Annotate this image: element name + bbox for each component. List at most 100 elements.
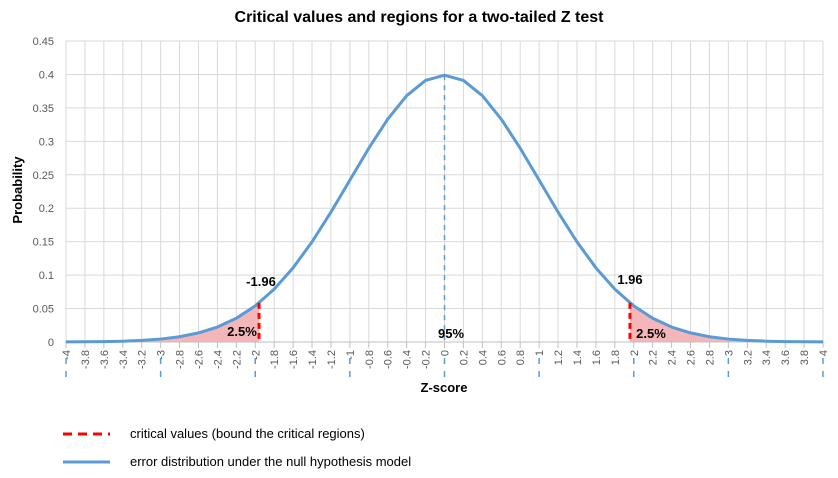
critical-regions bbox=[66, 302, 823, 342]
x-tick-label: -1 bbox=[345, 350, 357, 360]
y-tick-label: 0.45 bbox=[33, 36, 54, 48]
chart-title: Critical values and regions for a two-ta… bbox=[235, 9, 605, 26]
x-tick-label: -1.4 bbox=[307, 350, 319, 369]
y-tick-label: 0.2 bbox=[39, 203, 54, 215]
x-tick-label: 3.6 bbox=[780, 350, 792, 365]
x-tick-label: 0.8 bbox=[515, 350, 527, 365]
x-tick-label: 3.2 bbox=[742, 350, 754, 365]
distribution-curve bbox=[65, 73, 824, 344]
right-critical-label: 1.96 bbox=[617, 272, 642, 287]
x-tick-label: 0.4 bbox=[477, 350, 489, 365]
distribution-point bbox=[765, 340, 767, 342]
y-tick-label: 0 bbox=[48, 337, 54, 349]
distribution-point bbox=[122, 340, 124, 342]
x-tick-label: -2 bbox=[250, 350, 262, 360]
distribution-point bbox=[197, 332, 200, 334]
distribution-point bbox=[671, 326, 673, 328]
distribution-point bbox=[784, 340, 786, 343]
distribution-point bbox=[708, 336, 711, 338]
y-tick-label: 0.3 bbox=[39, 136, 54, 148]
x-tick-label: -2.6 bbox=[193, 350, 205, 369]
x-tick-label: 0.2 bbox=[458, 350, 470, 365]
distribution-point bbox=[235, 317, 237, 319]
x-tick-label: -0.6 bbox=[383, 350, 395, 369]
x-tick-label: -0.2 bbox=[421, 350, 433, 369]
right-region-label: 2.5% bbox=[636, 326, 666, 341]
distribution-point bbox=[443, 74, 446, 76]
distribution-point bbox=[519, 147, 521, 149]
x-tick-label: 3.8 bbox=[799, 350, 811, 365]
x-tick-label: -2.2 bbox=[231, 350, 243, 369]
x-tick-label: 3 bbox=[723, 350, 735, 356]
distribution-point bbox=[595, 267, 597, 269]
x-tick-label: -3.6 bbox=[99, 350, 111, 369]
x-tick-label: 1.4 bbox=[572, 350, 584, 365]
x-tick-label: 2.2 bbox=[648, 350, 660, 365]
x-tick-label: -3.4 bbox=[118, 350, 130, 369]
distribution-point bbox=[557, 211, 559, 213]
distribution-point bbox=[538, 179, 540, 181]
left-critical-region bbox=[66, 302, 260, 342]
x-tick-label: -3 bbox=[156, 350, 168, 360]
x-tick-label: 4 bbox=[818, 350, 830, 356]
gridlines bbox=[65, 40, 824, 343]
distribution-point bbox=[481, 95, 483, 97]
x-tick-label: 0 bbox=[440, 350, 452, 356]
x-tick-label: 2 bbox=[629, 350, 641, 356]
y-axis-title: Probability bbox=[10, 156, 25, 224]
distribution-point bbox=[292, 267, 294, 269]
x-tick-label: -1.6 bbox=[288, 350, 300, 369]
left-region-label: 2.5% bbox=[227, 324, 257, 339]
x-tick-label: 1.2 bbox=[553, 350, 565, 365]
left-critical-label: -1.96 bbox=[246, 274, 276, 289]
x-tick-label: 3.4 bbox=[761, 350, 773, 365]
y-tick-label: 0.1 bbox=[39, 270, 54, 282]
x-tick-label: 1.8 bbox=[610, 350, 622, 365]
distribution-point bbox=[84, 341, 86, 343]
y-tick-label: 0.15 bbox=[33, 237, 54, 249]
distribution-point bbox=[273, 288, 275, 290]
distribution-point bbox=[633, 305, 635, 307]
y-tick-label: 0.25 bbox=[33, 170, 54, 182]
x-tick-label: -3.8 bbox=[80, 350, 92, 369]
legend: critical values (bound the critical regi… bbox=[63, 426, 411, 469]
x-tick-label: 1.6 bbox=[591, 350, 603, 365]
distribution-point bbox=[500, 118, 502, 120]
distribution-point bbox=[689, 332, 692, 334]
distribution-point bbox=[727, 338, 729, 340]
distribution-point bbox=[614, 288, 616, 290]
x-tick-label: -4 bbox=[61, 350, 73, 360]
distribution-point bbox=[576, 241, 578, 243]
x-tick-label: -2.4 bbox=[212, 350, 224, 369]
legend-critical-label: critical values (bound the critical regi… bbox=[130, 426, 365, 441]
distribution-point bbox=[462, 79, 465, 82]
x-axis-title: Z-score bbox=[421, 380, 468, 395]
x-tick-label: -0.4 bbox=[402, 350, 414, 369]
dashed-markers bbox=[65, 75, 824, 383]
distribution-point bbox=[330, 211, 332, 213]
x-tick-label: 2.4 bbox=[667, 350, 679, 365]
distribution-point bbox=[803, 341, 805, 343]
x-tick-label: 0.6 bbox=[496, 350, 508, 365]
distribution-point bbox=[311, 241, 313, 243]
critical-value-lines bbox=[257, 302, 632, 342]
x-tick-label: 2.8 bbox=[704, 350, 716, 365]
distribution-point bbox=[746, 339, 748, 341]
distribution-point bbox=[387, 118, 389, 120]
y-tick-label: 0.4 bbox=[39, 69, 54, 81]
y-tick-label: 0.05 bbox=[33, 304, 54, 316]
distribution-point bbox=[349, 179, 351, 181]
distribution-point bbox=[406, 95, 408, 97]
x-tick-label: -2.8 bbox=[175, 350, 187, 369]
distribution-point bbox=[216, 326, 218, 328]
x-tick-label: -1.8 bbox=[269, 350, 281, 369]
x-tick-label: 1 bbox=[534, 350, 546, 356]
center-region-label: 95% bbox=[438, 326, 464, 341]
distribution-point bbox=[160, 338, 162, 340]
distribution-point bbox=[65, 341, 67, 343]
x-tick-label: -0.8 bbox=[364, 350, 376, 369]
x-tick-label: -1.2 bbox=[326, 350, 338, 369]
distribution-point bbox=[254, 305, 256, 307]
